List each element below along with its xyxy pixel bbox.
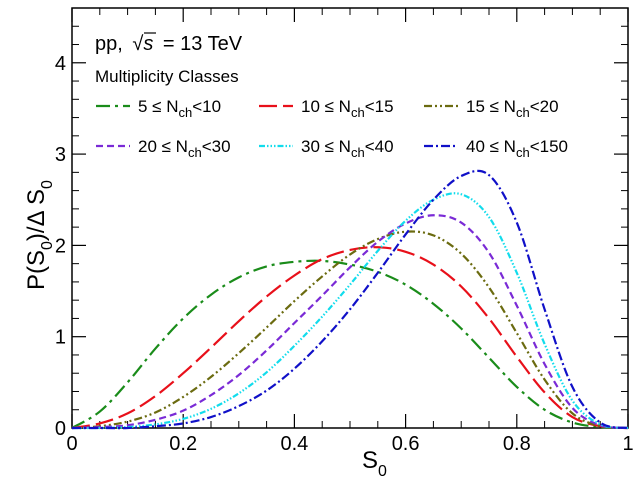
y-tick-label: 0 [55,418,66,440]
legend-label-3: 15 ≤ Nch<20 [466,97,559,120]
x-tick-label: 0.2 [169,433,197,455]
x-tick-label: 0.6 [392,433,420,455]
x-tick-label: 0.4 [280,433,308,455]
y-axis-title: P(S0)/Δ S0 [23,180,56,290]
legend: 5 ≤ Nch<10 10 ≤ Nch<15 15 ≤ Nch<20 20 ≤ Nch… [96,97,568,160]
x-tick-label: 0 [66,433,77,455]
legend-label-6: 40 ≤ Nch<150 [466,137,568,160]
legend-label-4: 20 ≤ Nch<30 [138,137,231,160]
y-tick-label: 3 [55,144,66,166]
system-label: pp, √s = 13 TeV [95,33,243,55]
y-tick-label: 2 [55,235,66,257]
legend-label-1: 5 ≤ Nch<10 [138,97,221,120]
y-tick-label: 1 [55,327,66,349]
series-line-1 [71,259,629,430]
legend-title: Multiplicity Classes [95,67,239,86]
y-tick-label: 4 [55,53,66,75]
legend-label-5: 30 ≤ Nch<40 [301,137,394,160]
legend-label-2: 10 ≤ Nch<15 [301,97,394,120]
x-tick-label: 0.8 [503,433,531,455]
x-axis-title: S0 [362,447,387,480]
x-tick-label: 1 [622,433,633,455]
series-line-2 [71,246,629,430]
series-line-4 [71,214,629,430]
series-line-6 [72,169,629,430]
series-layer [71,169,629,430]
series-line-5 [71,192,629,430]
series-line-3 [71,230,629,430]
